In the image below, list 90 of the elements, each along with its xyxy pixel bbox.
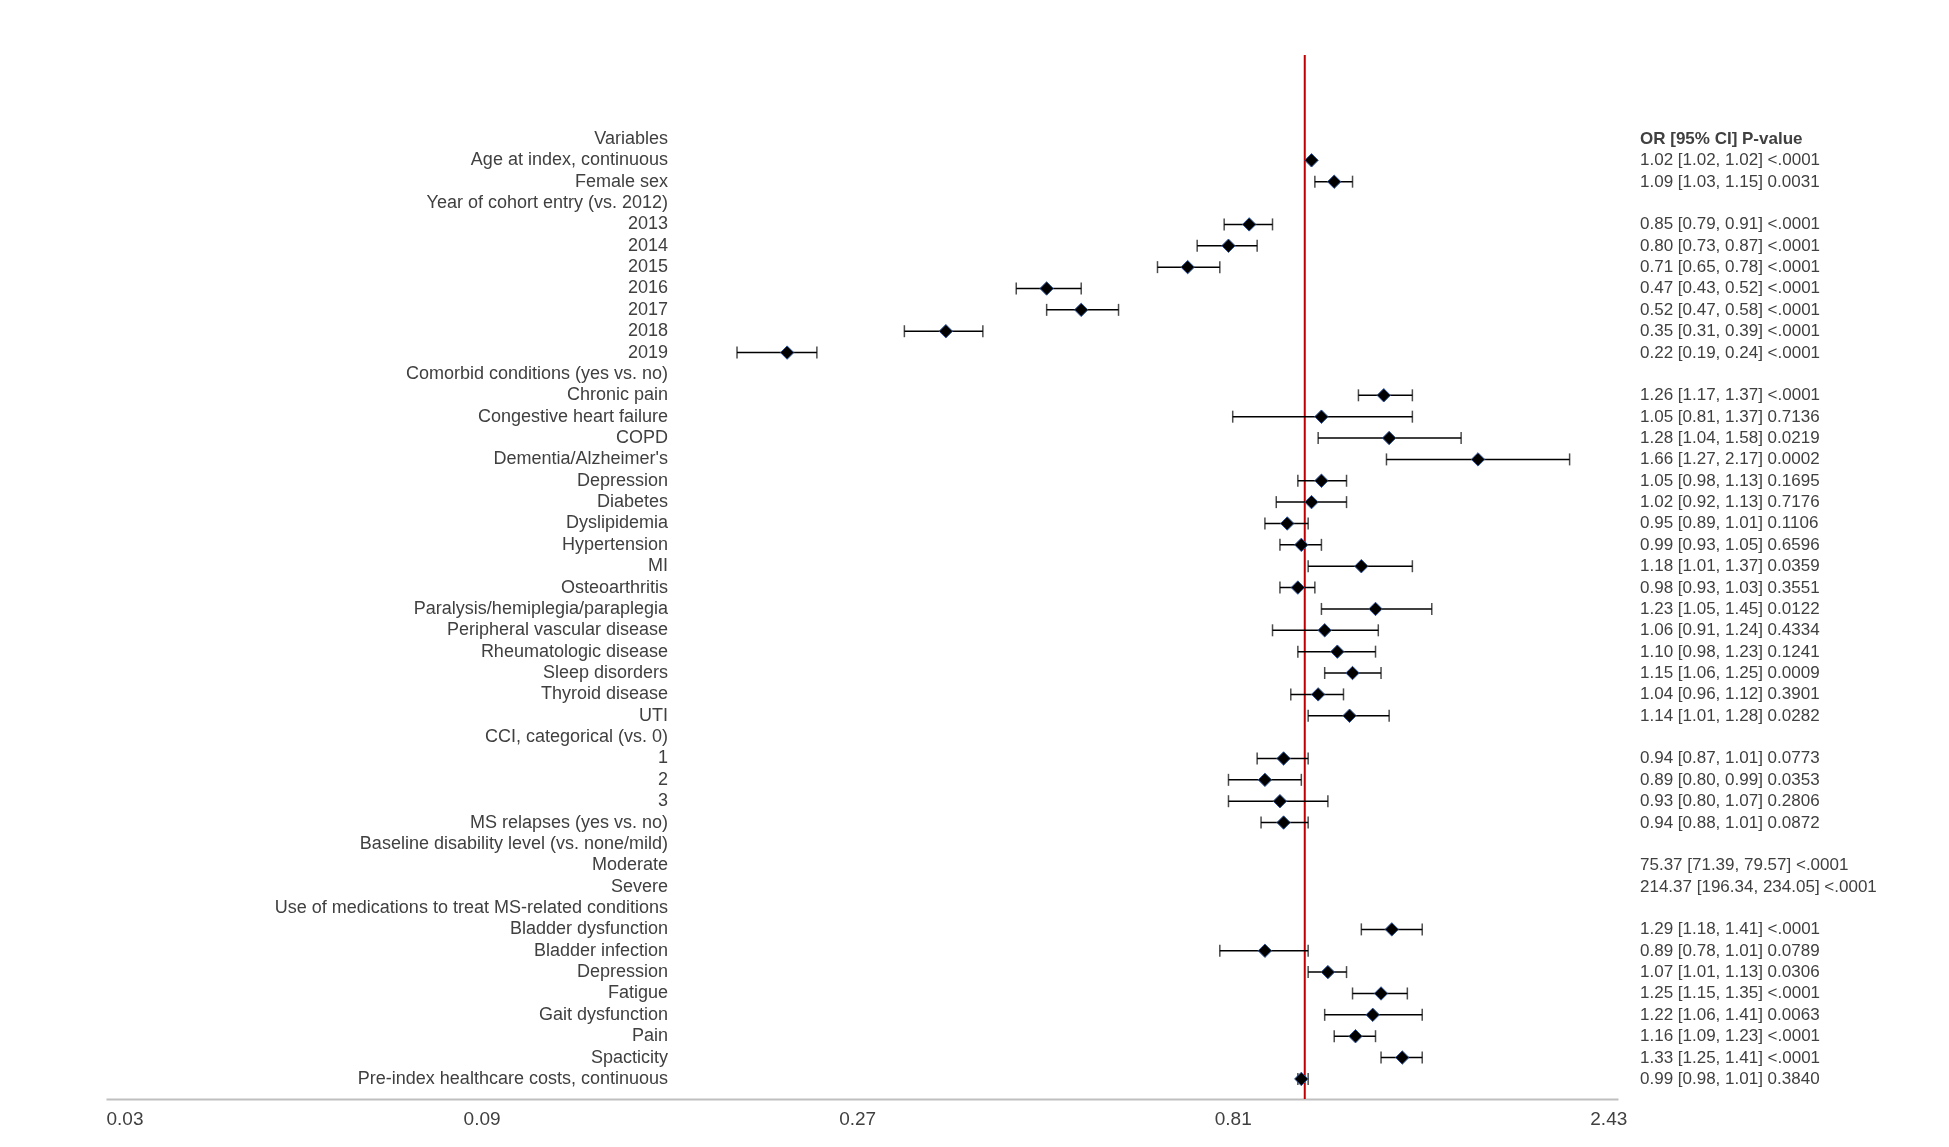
y-tick-label: Hypertension — [561, 533, 668, 554]
data-label: 1.26 [1.17, 1.37] <.0001 — [1640, 385, 1821, 405]
y-tick-label: Pre-index healthcare costs, continuous — [357, 1067, 668, 1088]
data-label: 0.52 [0.47, 0.58] <.0001 — [1640, 299, 1821, 319]
data-label: 0.71 [0.65, 0.78] <.0001 — [1640, 257, 1821, 277]
x-tick-label: 0.81 — [1214, 1107, 1252, 1129]
text: 214.37 [196.34, 234.05] <.0001 — [1640, 876, 1877, 896]
data-label: 0.89 [0.80, 0.99] 0.0353 — [1640, 769, 1820, 789]
data-label: 0.94 [0.88, 1.01] 0.0872 — [1640, 812, 1820, 832]
data-label: 0.93 [0.80, 1.07] 0.2806 — [1640, 791, 1820, 811]
data-label: 1.04 [0.96, 1.12] 0.3901 — [1640, 684, 1820, 704]
data-label: 0.95 [0.89, 1.01] 0.1106 — [1640, 513, 1819, 533]
y-tick-label: Moderate — [591, 854, 668, 875]
y-tick-label: Rheumatologic disease — [480, 640, 668, 661]
y-tick-label: Depression — [576, 469, 668, 490]
y-tick-label: Sleep disorders — [542, 662, 668, 683]
y-tick-label: Severe — [610, 875, 668, 896]
y-tick-label: Year of cohort entry (vs. 2012) — [426, 192, 668, 213]
y-tick-label: Baseline disability level (vs. none/mild) — [359, 832, 668, 853]
y-tick-label: Dyslipidemia — [565, 512, 669, 533]
data-label: 0.47 [0.43, 0.52] <.0001 — [1640, 278, 1821, 298]
text: OR [95% CI] P-value — [1640, 128, 1803, 148]
y-tick-label: Fatigue — [607, 982, 668, 1003]
data-label: 1.06 [0.91, 1.24] 0.4334 — [1640, 620, 1820, 640]
data-label: 1.16 [1.09, 1.23] <.0001 — [1640, 1026, 1821, 1046]
data-label: 0.99 [0.93, 1.05] 0.6596 — [1640, 534, 1820, 554]
y-tick-label: Comorbid conditions (yes vs. no) — [405, 362, 668, 383]
data-label: 0.89 [0.78, 1.01] 0.0789 — [1640, 940, 1820, 960]
y-tick-label: 3 — [657, 790, 668, 811]
y-tick-label: Dementia/Alzheimer's — [493, 448, 668, 469]
y-tick-label: Variables — [594, 127, 668, 148]
y-tick-label: CCI, categorical (vs. 0) — [484, 726, 668, 747]
y-tick-label: Depression — [576, 961, 668, 982]
data-label: 0.98 [0.93, 1.03] 0.3551 — [1640, 577, 1820, 597]
x-tick-label: 0.09 — [463, 1107, 501, 1129]
y-tick-label: 2017 — [627, 298, 668, 319]
data-label: 1.29 [1.18, 1.41] <.0001 — [1640, 919, 1821, 939]
x-tick-label: 0.03 — [106, 1107, 144, 1129]
data-label: 1.18 [1.01, 1.37] 0.0359 — [1640, 556, 1820, 576]
data-label: 1.07 [1.01, 1.13] 0.0306 — [1640, 962, 1820, 982]
data-label: 1.14 [1.01, 1.28] 0.0282 — [1640, 705, 1820, 725]
y-tick-label: Female sex — [574, 170, 668, 191]
y-tick-label: Age at index, continuous — [470, 149, 668, 170]
data-label: 1.22 [1.06, 1.41] 0.0063 — [1640, 1004, 1820, 1024]
y-tick-label: Congestive heart failure — [477, 405, 668, 426]
data-label: 0.85 [0.79, 0.91] <.0001 — [1640, 214, 1821, 234]
y-tick-label: MI — [648, 555, 668, 576]
data-label: 0.80 [0.73, 0.87] <.0001 — [1640, 235, 1821, 255]
data-label: 1.28 [1.04, 1.58] 0.0219 — [1640, 428, 1820, 448]
y-tick-label: Pain — [631, 1025, 668, 1046]
x-tick-label: 2.43 — [1590, 1107, 1628, 1129]
data-label: 1.05 [0.98, 1.13] 0.1695 — [1640, 470, 1820, 490]
x-tick-label: 0.27 — [839, 1107, 877, 1129]
data-label: 1.15 [1.06, 1.25] 0.0009 — [1640, 663, 1820, 683]
data-label: 1.23 [1.05, 1.45] 0.0122 — [1640, 598, 1820, 618]
text: 75.37 [71.39, 79.57] <.0001 — [1640, 855, 1849, 875]
y-tick-label: Gait dysfunction — [538, 1003, 668, 1024]
y-tick-label: 1 — [657, 747, 668, 768]
y-tick-label: Thyroid disease — [540, 683, 668, 704]
y-tick-label: Diabetes — [596, 491, 668, 512]
y-tick-label: 2016 — [627, 277, 668, 298]
y-tick-label: 2015 — [627, 256, 668, 277]
data-label: 1.66 [1.27, 2.17] 0.0002 — [1640, 449, 1820, 469]
data-label: 0.22 [0.19, 0.24] <.0001 — [1640, 342, 1821, 362]
y-tick-label: Peripheral vascular disease — [446, 619, 668, 640]
y-tick-label: MS relapses (yes vs. no) — [469, 811, 668, 832]
y-tick-label: 2019 — [627, 341, 668, 362]
y-tick-label: Paralysis/hemiplegia/paraplegia — [413, 597, 669, 618]
data-label: 1.09 [1.03, 1.15] 0.0031 — [1640, 171, 1820, 191]
data-label: 0.35 [0.31, 0.39] <.0001 — [1640, 321, 1821, 341]
data-label: 1.02 [0.92, 1.13] 0.7176 — [1640, 492, 1820, 512]
y-tick-label: Bladder dysfunction — [509, 918, 668, 939]
data-label: 0.99 [0.98, 1.01] 0.3840 — [1640, 1068, 1820, 1088]
data-label: 1.25 [1.15, 1.35] <.0001 — [1640, 983, 1821, 1003]
y-tick-label: Bladder infection — [533, 939, 668, 960]
y-tick-label: Chronic pain — [566, 384, 668, 405]
y-tick-label: 2013 — [627, 213, 668, 234]
y-tick-label: UTI — [639, 704, 668, 725]
y-tick-label: 2 — [657, 768, 668, 789]
y-tick-label: COPD — [615, 427, 668, 448]
data-label: 1.05 [0.81, 1.37] 0.7136 — [1640, 406, 1820, 426]
y-tick-label: Osteoarthritis — [560, 576, 668, 597]
y-tick-label: 2014 — [627, 234, 668, 255]
data-label: 1.33 [1.25, 1.41] <.0001 — [1640, 1047, 1821, 1067]
data-label: 1.10 [0.98, 1.23] 0.1241 — [1640, 641, 1820, 661]
y-tick-label: 2018 — [627, 320, 668, 341]
y-tick-label: Spacticity — [590, 1046, 668, 1067]
data-label: 0.94 [0.87, 1.01] 0.0773 — [1640, 748, 1820, 768]
data-label: 1.02 [1.02, 1.02] <.0001 — [1640, 150, 1821, 170]
y-tick-label: Use of medications to treat MS-related conditions — [274, 897, 668, 918]
